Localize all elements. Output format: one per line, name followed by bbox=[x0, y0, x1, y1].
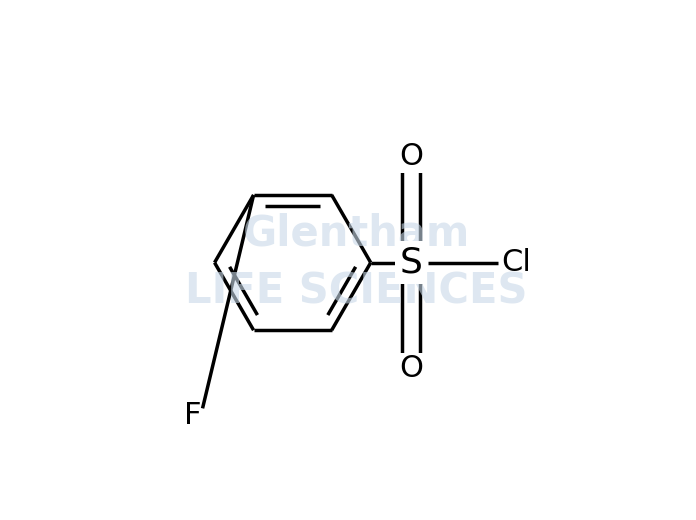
Text: Glentham
LIFE SCIENCES: Glentham LIFE SCIENCES bbox=[185, 212, 528, 313]
Text: Cl: Cl bbox=[501, 248, 531, 277]
Text: O: O bbox=[399, 354, 422, 383]
Text: O: O bbox=[399, 142, 422, 171]
Text: S: S bbox=[400, 245, 422, 280]
Text: F: F bbox=[184, 401, 201, 430]
